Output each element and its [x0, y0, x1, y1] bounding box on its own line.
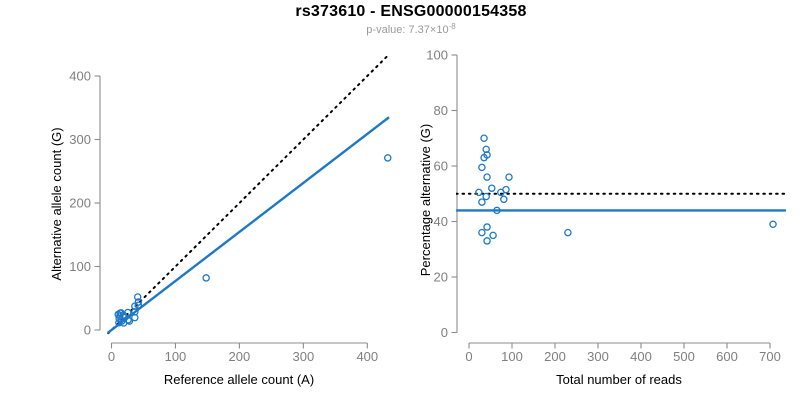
data-point	[483, 237, 491, 245]
data-point	[475, 188, 483, 197]
p-value-text: p-value: 7.37×10	[366, 24, 449, 36]
fit-line	[106, 116, 390, 334]
data-point	[769, 220, 777, 229]
y-tick-label: 60	[434, 159, 448, 174]
data-point	[131, 313, 139, 322]
x-tick-label: 300	[587, 349, 609, 364]
data-point	[384, 154, 392, 162]
identity-line	[107, 54, 390, 335]
data-point	[134, 298, 143, 306]
data-point	[478, 198, 486, 206]
data-point	[564, 228, 572, 237]
x-tick-label: 100	[501, 349, 523, 364]
y-tick-label: 0	[441, 325, 448, 340]
figure-title: rs373610 - ENSG00000154358	[295, 3, 527, 20]
data-point	[480, 153, 488, 162]
x-tick-label: 0	[108, 349, 115, 364]
x-tick-label: 0	[465, 349, 472, 364]
right-y-axis-label: Percentage alternative (G)	[418, 123, 433, 277]
data-point	[493, 206, 501, 215]
data-point	[134, 301, 143, 309]
y-tick-label: 0	[84, 323, 91, 338]
data-point	[483, 223, 491, 231]
x-tick-label: 100	[165, 349, 187, 364]
y-tick-label: 40	[434, 214, 448, 229]
x-tick-label: 300	[292, 349, 314, 364]
data-point	[133, 293, 142, 301]
left-y-axis-label: Alternative allele count (G)	[49, 127, 64, 281]
y-tick-label: 100	[69, 259, 91, 274]
figure-subtitle: p-value: 7.37×10-8	[11, 22, 800, 36]
data-point	[124, 308, 132, 317]
data-point	[505, 173, 513, 181]
y-tick-label: 80	[434, 103, 448, 118]
x-tick-label: 600	[716, 349, 738, 364]
x-tick-label: 400	[630, 349, 652, 364]
data-point	[478, 228, 486, 237]
data-point	[500, 195, 508, 204]
data-point	[489, 231, 497, 240]
y-tick-label: 20	[434, 270, 448, 285]
data-point	[502, 185, 510, 194]
p-value-exponent: -8	[448, 22, 456, 31]
y-tick-label: 200	[69, 196, 91, 211]
right-x-axis-label: Total number of reads	[556, 372, 682, 387]
x-tick-label: 500	[673, 349, 695, 364]
x-tick-label: 200	[544, 349, 566, 364]
left-x-axis-label: Reference allele count (A)	[163, 372, 315, 387]
data-point	[202, 274, 210, 282]
data-point	[125, 317, 134, 325]
left-panel: 0 100 200 300 400 0 100 200 300 400	[69, 54, 392, 364]
data-point	[483, 173, 491, 181]
y-tick-label: 100	[426, 48, 448, 63]
y-tick-label: 400	[69, 69, 91, 84]
data-point	[482, 192, 490, 201]
data-point	[478, 163, 486, 172]
x-tick-label: 400	[356, 349, 378, 364]
x-tick-label: 200	[229, 349, 251, 364]
data-point	[488, 184, 496, 192]
x-tick-label: 700	[759, 349, 781, 364]
right-panel: 0 100 200 300 400 500 600 700 0 20 40 60 80 100	[426, 48, 787, 364]
y-tick-label: 300	[69, 132, 91, 147]
data-point	[480, 134, 488, 142]
